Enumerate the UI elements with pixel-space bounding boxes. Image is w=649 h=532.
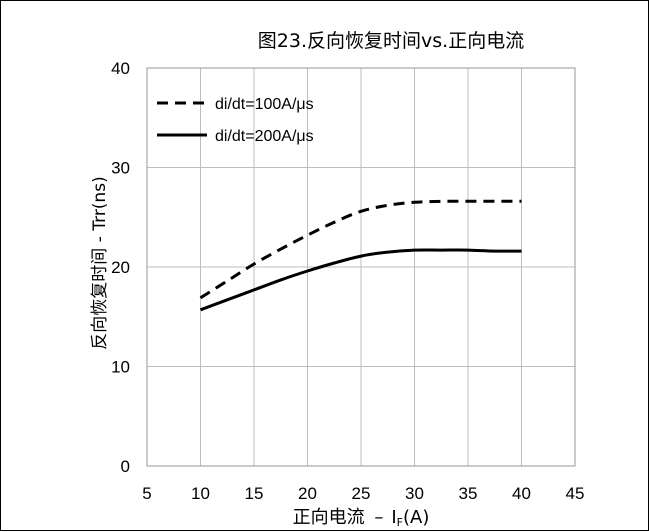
y-tick-label: 0 [121,457,130,476]
x-tick-labels: 5 10 15 20 25 30 35 40 45 [142,484,584,503]
y-tick-labels: 0 10 20 30 40 [111,59,130,476]
x-tick-label: 30 [405,484,424,503]
x-axis-label-dash: – [374,507,383,528]
y-tick-label: 20 [111,258,130,277]
plot-area-border [146,67,576,467]
x-axis-label-subscript: F [397,516,403,529]
x-axis-label-symbol: I [391,507,396,528]
x-tick-label: 25 [352,484,371,503]
legend-label-2: di/dt=200A/μs [215,128,314,145]
y-tick-label: 40 [111,59,130,78]
grid-lines [146,67,576,467]
x-axis-label: 正向电流 – IF(A) [293,507,430,529]
x-tick-label: 35 [459,484,478,503]
x-tick-label: 40 [512,484,531,503]
x-tick-label: 20 [298,484,317,503]
legend-label-1: di/dt=100A/μs [215,96,314,113]
series-line-1 [199,199,522,300]
x-axis-label-unit: (A) [403,507,429,528]
series-line-2 [199,248,522,312]
x-tick-label: 5 [142,484,151,503]
y-tick-label: 10 [111,358,130,377]
legend: di/dt=100A/μs di/dt=200A/μs [157,96,314,145]
y-tick-label: 30 [111,159,130,178]
series-lines [199,199,522,312]
x-tick-label: 45 [566,484,585,503]
y-axis-label: 反向恢复时间 - Trr(ns) [90,176,110,349]
chart-title: 图23.反向恢复时间vs.正向电流 [258,30,524,52]
x-tick-label: 10 [191,484,210,503]
x-axis-label-main: 正向电流 [293,507,371,528]
x-tick-label: 15 [245,484,264,503]
